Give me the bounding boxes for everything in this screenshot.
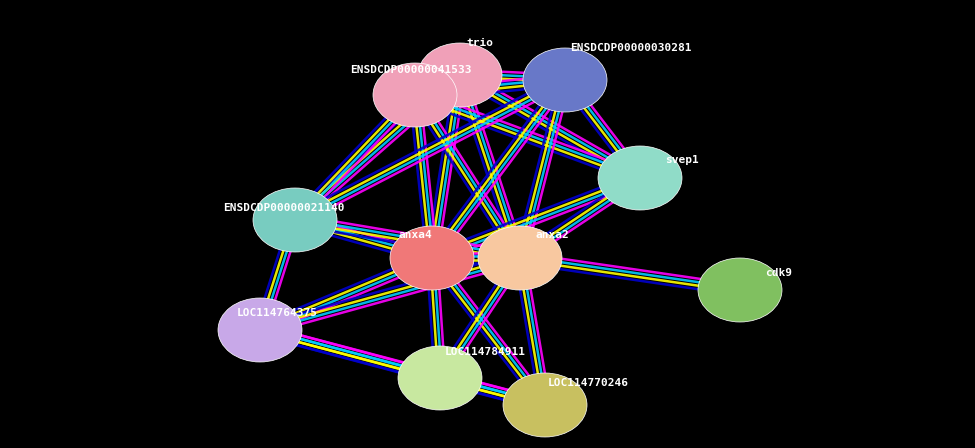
Text: anxa4: anxa4 [398,230,432,240]
Text: trio: trio [466,38,493,48]
Ellipse shape [398,346,482,410]
Ellipse shape [390,226,474,290]
Text: ENSDCDP00000041533: ENSDCDP00000041533 [350,65,472,75]
Ellipse shape [373,63,457,127]
Text: svep1: svep1 [665,155,699,165]
Ellipse shape [218,298,302,362]
Ellipse shape [598,146,682,210]
Text: LOC114770246: LOC114770246 [548,378,629,388]
Ellipse shape [503,373,587,437]
Ellipse shape [253,188,337,252]
Text: LOC114784911: LOC114784911 [445,347,526,357]
Text: cdk9: cdk9 [765,268,792,278]
Text: LOC114764375: LOC114764375 [237,308,318,318]
Ellipse shape [478,226,562,290]
Ellipse shape [418,43,502,107]
Ellipse shape [523,48,607,112]
Text: ENSDCDP00000030281: ENSDCDP00000030281 [570,43,691,53]
Text: anxa2: anxa2 [535,230,568,240]
Ellipse shape [698,258,782,322]
Text: ENSDCDP00000021140: ENSDCDP00000021140 [223,203,344,213]
